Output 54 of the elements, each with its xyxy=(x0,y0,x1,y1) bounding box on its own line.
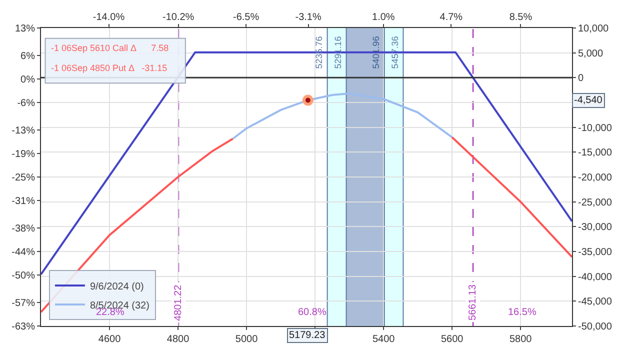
text: 5179.23 xyxy=(289,330,326,341)
y2-tick-label: 0 xyxy=(578,73,584,84)
ref-line-label: 5457.36 xyxy=(390,36,400,69)
text: -4,540 xyxy=(574,95,603,106)
y-tick-label: -25% xyxy=(12,172,36,184)
y2-tick-label: -40,000 xyxy=(578,272,612,283)
ref-line-label: 5661.13 xyxy=(468,284,479,321)
x-tick-label: 5800 xyxy=(509,334,532,345)
x2-tick-label: -10.2% xyxy=(162,12,194,23)
y2-tick-label: -10,000 xyxy=(578,122,612,134)
x2-tick-label: 1.0% xyxy=(372,12,395,23)
y2-tick-label: -35,000 xyxy=(578,247,612,258)
annotation: -1 06Sep 4850 Put Δ -31.15 xyxy=(51,63,168,73)
ref-line-label: 4801.22 xyxy=(172,284,184,321)
x2-tick-label: 4.7% xyxy=(440,12,463,23)
x-tick-label: 4600 xyxy=(98,334,122,345)
annotation: 16.5% xyxy=(508,307,536,318)
x2-tick-label: 8.5% xyxy=(509,12,532,23)
y-tick-label: -57% xyxy=(12,298,36,309)
x2-tick-label: -3.1% xyxy=(295,12,322,23)
y-tick-label: -19% xyxy=(12,148,36,160)
x-tick-label: 5000 xyxy=(235,334,258,345)
x2-tick-label: -6.5% xyxy=(233,12,260,23)
y2-tick-label: -15,000 xyxy=(578,148,612,159)
y2-tick-label: -30,000 xyxy=(578,222,612,234)
y2-tick-label: -20,000 xyxy=(578,172,612,184)
line-series xyxy=(232,92,454,140)
annotation: 22.8% xyxy=(96,307,124,318)
y2-tick-label: -50,000 xyxy=(578,322,612,332)
ref-line-label: 5235.76 xyxy=(314,36,324,69)
y-tick-label: -6% xyxy=(17,98,36,109)
y2-tick-label: -25,000 xyxy=(578,197,612,208)
y-tick-label: 0% xyxy=(20,74,36,86)
ref-line-label: 5291.16 xyxy=(332,36,343,69)
y-tick-label: -31% xyxy=(12,196,36,208)
annotation: -1 06Sep 5610 Call Δ 7.58 xyxy=(51,43,169,53)
y2-tick-label: -45,000 xyxy=(578,296,612,308)
y-tick-label: 6% xyxy=(20,50,36,62)
legend-label: 9/6/2024 (0) xyxy=(90,281,144,292)
annotation: 60.8% xyxy=(298,307,326,318)
y2-tick-label: 10,000 xyxy=(578,24,610,34)
line-series xyxy=(451,136,572,258)
x-tick-label: 5400 xyxy=(372,334,396,345)
ref-line-label: 5401.96 xyxy=(370,36,381,69)
y-tick-label: -50% xyxy=(12,270,36,282)
y-tick-label: -13% xyxy=(12,125,36,136)
y-tick-label: -38% xyxy=(12,223,36,234)
y-tick-label: 13% xyxy=(14,24,36,34)
x2-tick-label: -14.0% xyxy=(92,12,125,23)
y2-tick-label: 5,000 xyxy=(578,48,604,60)
x-tick-label: 5600 xyxy=(440,334,464,345)
x-tick-label: 4800 xyxy=(166,334,190,345)
y-tick-label: -63% xyxy=(12,322,36,332)
y-tick-label: -44% xyxy=(12,247,36,258)
